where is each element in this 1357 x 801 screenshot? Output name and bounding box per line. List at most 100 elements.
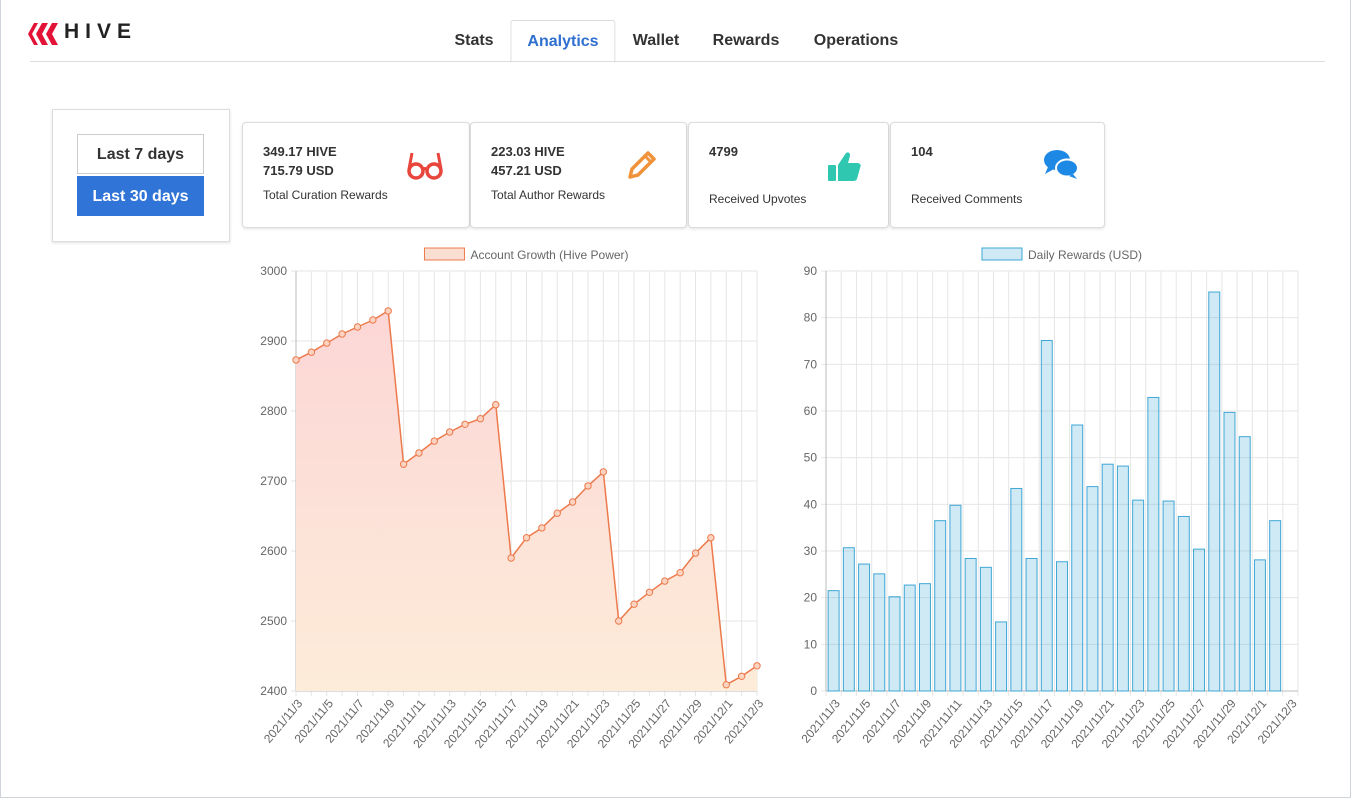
- y-tick-label: 80: [804, 311, 818, 325]
- point: [492, 401, 500, 409]
- bar: [918, 583, 931, 692]
- point: [353, 323, 362, 331]
- y-tick-label: 60: [804, 404, 818, 418]
- point: [445, 428, 454, 436]
- point: [707, 534, 715, 542]
- stat-icon: [407, 152, 443, 180]
- tab[interactable]: Operations: [813, 32, 899, 49]
- legend-swatch: [981, 247, 1023, 261]
- point: [645, 588, 654, 596]
- y-tick-label: 2700: [260, 474, 287, 488]
- point: [415, 449, 423, 457]
- y-tick-label: 10: [804, 637, 818, 651]
- y-tick-label: 50: [804, 451, 818, 465]
- range-button[interactable]: Last 30 days: [77, 176, 204, 216]
- point: [522, 534, 531, 542]
- stat-icon: [828, 152, 861, 181]
- bar: [1010, 487, 1023, 692]
- point: [369, 316, 377, 324]
- bar: [1162, 500, 1175, 692]
- bar: [1132, 499, 1145, 692]
- point: [476, 415, 485, 423]
- bar: [979, 566, 992, 692]
- tab[interactable]: Analytics: [510, 20, 616, 63]
- bar: [888, 596, 901, 692]
- bar: [964, 557, 977, 692]
- stat-caption: Received Upvotes: [709, 192, 807, 206]
- legend-label: Account Growth (Hive Power): [470, 248, 628, 262]
- point: [737, 672, 746, 680]
- point: [630, 600, 638, 608]
- y-tick-label: 2800: [260, 404, 287, 418]
- point: [507, 554, 515, 562]
- stat-value: 457.21 USD: [491, 163, 562, 178]
- bar: [1025, 557, 1038, 692]
- point: [399, 460, 408, 468]
- point: [568, 498, 577, 506]
- y-tick-label: 0: [810, 684, 817, 698]
- range-button[interactable]: Last 7 days: [77, 134, 204, 174]
- point: [691, 549, 700, 557]
- y-tick-label: 30: [804, 544, 818, 558]
- bar: [949, 504, 962, 692]
- point: [461, 420, 469, 428]
- range-panel: [52, 109, 230, 242]
- point: [615, 617, 623, 625]
- bar: [842, 547, 855, 692]
- y-tick-label: 40: [804, 497, 818, 511]
- point: [338, 330, 346, 338]
- legend-swatch: [423, 247, 465, 261]
- tab[interactable]: Wallet: [632, 32, 680, 49]
- point: [307, 348, 316, 356]
- stat-caption: Total Author Rewards: [491, 188, 606, 202]
- stat-card: 223.03 HIVE 457.21 USD Total Author Reward…: [470, 122, 687, 228]
- area: [296, 310, 757, 691]
- bar: [903, 584, 916, 692]
- stat-icon: [628, 151, 656, 179]
- stat-value: 715.79 USD: [263, 163, 334, 178]
- bar: [1223, 411, 1236, 692]
- bar: [1116, 465, 1129, 692]
- y-tick-label: 2500: [260, 614, 287, 628]
- bar: [1147, 396, 1160, 692]
- point: [676, 569, 684, 577]
- point: [292, 356, 300, 364]
- stat-card: 4799 Received Upvotes: [688, 122, 889, 228]
- y-tick-label: 70: [804, 357, 818, 371]
- stat-value: 349.17 HIVE: [263, 144, 337, 159]
- legend-label: Daily Rewards (USD): [1028, 248, 1142, 262]
- bar: [1208, 291, 1221, 692]
- point: [599, 468, 608, 476]
- point: [323, 339, 331, 347]
- bar: [995, 621, 1008, 692]
- bar: [1101, 463, 1114, 692]
- y-tick-label: 2400: [260, 684, 287, 698]
- stat-value: 4799: [709, 144, 738, 159]
- bar: [1071, 424, 1084, 692]
- y-tick-label: 90: [804, 264, 818, 278]
- point: [753, 662, 761, 670]
- bar: [1177, 515, 1190, 692]
- bar: [1269, 520, 1282, 692]
- tab-divider: [30, 61, 1325, 62]
- bar: [1056, 561, 1068, 692]
- y-tick-label: 2900: [260, 334, 287, 348]
- point: [584, 482, 592, 490]
- point: [430, 437, 438, 445]
- tab[interactable]: Stats: [454, 32, 494, 49]
- logo-text: HIVE: [64, 20, 138, 43]
- tab[interactable]: Rewards: [712, 32, 780, 49]
- stat-value: 104: [911, 144, 933, 159]
- stat-card: 349.17 HIVE 715.79 USD Total Curation Rewa…: [242, 122, 470, 228]
- bar: [1193, 548, 1206, 692]
- bar: [1086, 486, 1099, 692]
- point: [661, 577, 669, 585]
- bar: [858, 563, 871, 692]
- point: [384, 307, 392, 315]
- point: [553, 509, 561, 517]
- stat-caption: Total Curation Rewards: [263, 188, 388, 202]
- stat-value: 223.03 HIVE: [491, 144, 565, 159]
